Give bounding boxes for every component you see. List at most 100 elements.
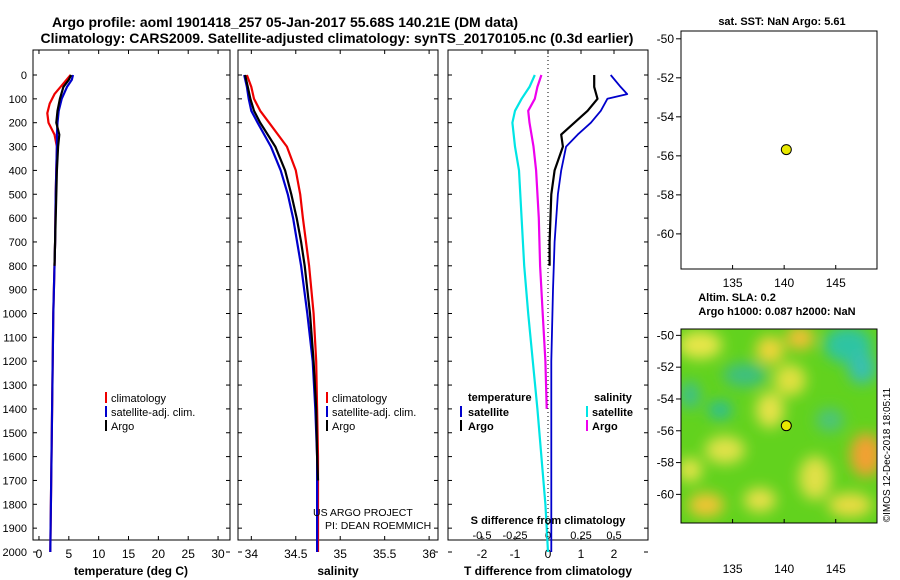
depth-tick-label: 1700 [3,475,27,487]
sla-map-ytick-label: -52 [657,360,675,374]
depth-tick-label: 500 [9,189,27,201]
diff-legend-s-argo: Argo [592,421,618,433]
sla-map-ytick-label: -58 [657,456,675,470]
diff-legend-s-satellite: satellite [592,407,633,419]
temperature-panel-frame [32,49,231,541]
sla-map-xtick-label: 135 [723,562,743,576]
depth-tick-label: 900 [9,285,27,297]
sst-map-ytick-label: -50 [657,32,675,46]
sst-map-ytick-label: -60 [657,227,675,241]
legend-satellite-adj: satellite-adj. clim. [332,407,416,419]
salinity-panel-frame [237,49,439,541]
depth-tick-label: 1800 [3,499,27,511]
temperature-series-1 [49,74,75,553]
salinity-x-tick-label: 34 [245,547,259,561]
depth-tick-label: 300 [9,142,27,154]
temperature-series-2 [53,74,73,266]
legend-climatology: climatology [332,393,388,405]
temperature-xlabel: temperature (deg C) [74,564,188,578]
temperature-x-tick-label: 10 [92,547,106,561]
depth-tick-label: 700 [9,237,27,249]
depth-tick-label: 1500 [3,428,27,440]
t-difference-xlabel: T difference from climatology [464,564,632,578]
temperature-x-tick-label: 15 [122,547,136,561]
temperature-legend: climatology satellite-adj. clim. Argo [105,392,195,433]
diff-x-tick-label: 0 [545,547,552,561]
diff-x2-tick-label: 0.25 [570,530,591,542]
credit-project: US ARGO PROJECT [313,507,413,519]
salinity-x-tick-label: 34.5 [284,547,308,561]
sst-map-ytick-label: -54 [657,110,675,124]
sst-map-ytick-label: -58 [657,188,675,202]
diff-series-s-argo [527,74,548,409]
salinity-plot: 34 34.5 35 35.5 36 [243,50,436,561]
depth-tick-label: 1300 [3,380,27,392]
depth-tick-label: 1100 [3,332,27,344]
salinity-series-1 [243,74,319,552]
sla-map-ytick-label: -54 [657,392,675,406]
temperature-x-tick-label: 30 [211,547,225,561]
depth-axis: 0100200300400500600700800900100011001200… [3,70,648,559]
sla-map-ytick-label: -50 [657,328,675,342]
depth-tick-label: 1200 [3,356,27,368]
salinity-legend: climatology satellite-adj. clim. Argo [326,392,416,433]
sla-map-title2: Argo h1000: 0.087 h2000: NaN [698,306,855,318]
difference-panel-frame [447,49,649,541]
salinity-xlabel: salinity [317,564,359,578]
depth-tick-label: 600 [9,213,27,225]
depth-tick-label: 100 [9,94,27,106]
diff-legend-t-argo: Argo [468,421,494,433]
temperature-x-tick-label: 5 [65,547,72,561]
diff-x-tick-label: -1 [510,547,521,561]
diff-legend-temperature: temperature [468,392,532,404]
depth-tick-label: 1600 [3,452,27,464]
temperature-plot: 0 5 10 15 20 25 30 [36,50,225,561]
depth-tick-label: 2000 [3,547,27,559]
sst-map-ytick-label: -52 [657,71,675,85]
sst-map-xtick-label: 135 [723,276,743,290]
depth-tick-label: 200 [9,118,27,130]
diff-series-t-argo [548,75,599,266]
diff-x2-tick-label: -0.25 [502,530,527,542]
diff-legend-salinity: salinity [594,392,633,404]
sla-map-xtick-label: 145 [826,562,846,576]
diff-series-t-satellite [550,74,629,552]
diff-x-tick-label: 2 [611,547,618,561]
sla-map-frame [680,328,878,524]
sla-map-title1: Altim. SLA: 0.2 [698,292,776,304]
sla-map-xtick-label: 140 [774,562,794,576]
diff-x2-tick-label: 0.5 [606,530,621,542]
temperature-x-tick-label: 20 [152,547,166,561]
sst-map-argo-marker [780,144,792,156]
diff-x2-tick-label: -0.5 [473,530,492,542]
depth-tick-label: 1400 [3,404,27,416]
salinity-x-tick-label: 35.5 [373,547,397,561]
diff-x-tick-label: -2 [477,547,488,561]
salinity-series-2 [244,74,320,481]
header-title-line2: Climatology: CARS2009. Satellite-adjuste… [41,30,634,46]
sla-map-ytick-label: -60 [657,487,675,501]
diff-legend-t-satellite: satellite [468,407,509,419]
depth-tick-label: 1000 [3,309,27,321]
depth-tick-label: 400 [9,165,27,177]
legend-climatology: climatology [111,393,167,405]
s-difference-xlabel: S difference from climatology [471,515,627,527]
legend-satellite-adj: satellite-adj. clim. [111,407,195,419]
salinity-x-tick-label: 35 [334,547,348,561]
legend-argo: Argo [111,421,134,433]
imos-timestamp: ©IMOS 12-Dec-2018 18:05:11 [882,387,893,522]
sst-map-title: sat. SST: NaN Argo: 5.61 [718,16,845,28]
temperature-x-tick-label: 0 [36,547,43,561]
difference-legend: temperature satellite Argo salinity sate… [460,392,633,433]
credit-pi: PI: DEAN ROEMMICH [325,520,431,532]
depth-tick-label: 0 [21,70,27,82]
depth-tick-label: 800 [9,261,27,273]
depth-tick-label: 1900 [3,523,27,535]
map-axes: 135 140 145 -50 -52 -54 -56 -58 -60 135 140 145 -50 -… [657,32,846,576]
sst-map-xtick-label: 145 [826,276,846,290]
sst-map-xtick-label: 140 [774,276,794,290]
legend-argo: Argo [332,421,355,433]
sla-map-ytick-label: -56 [657,424,675,438]
